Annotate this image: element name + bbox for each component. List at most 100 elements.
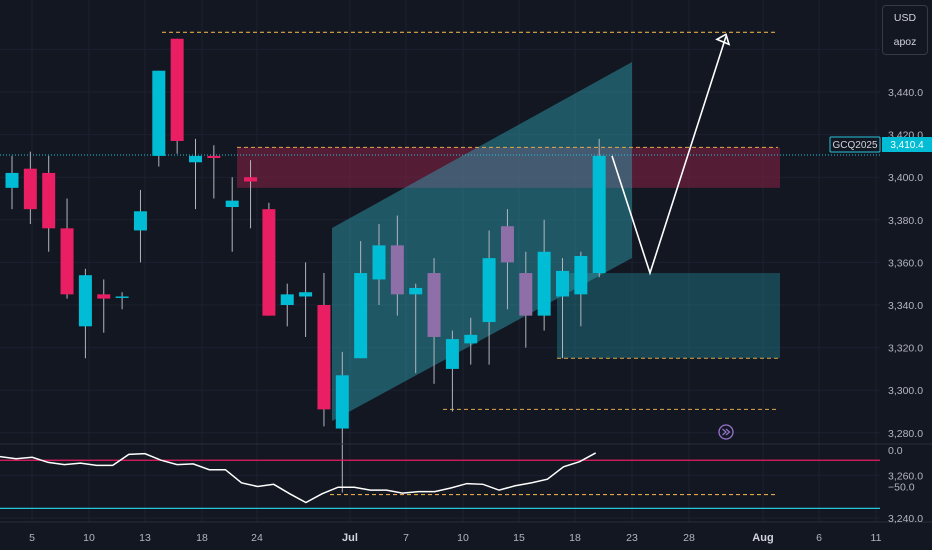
candle-body (592, 155, 606, 274)
candle-body (354, 273, 368, 359)
candle-body (97, 294, 111, 299)
y-tick-label: 3,240.0 (888, 513, 923, 525)
candle (280, 283, 294, 327)
replay-icon[interactable] (718, 424, 734, 440)
candle-body (574, 256, 588, 295)
last-price-tag: 3,410.4 (882, 137, 932, 152)
ascending-channel (332, 62, 632, 421)
candle (317, 273, 331, 427)
candle-body (5, 172, 19, 188)
candle (592, 138, 606, 278)
candle (262, 202, 276, 316)
x-tick-label: 28 (683, 532, 695, 544)
candle (445, 330, 459, 412)
zones-layer (237, 62, 780, 421)
candle (390, 215, 404, 316)
candle (78, 268, 92, 359)
y-tick-label: 3,360.0 (888, 257, 923, 269)
osc-tick-label: −50.0 (888, 482, 915, 494)
candle-body (372, 245, 386, 280)
y-tick-label: 3,340.0 (888, 300, 923, 312)
candle (207, 145, 221, 199)
candle-body (464, 334, 478, 344)
x-tick-label: 15 (513, 532, 525, 544)
oscillator-line (0, 452, 597, 504)
x-tick-label: 18 (196, 532, 208, 544)
candle-body (133, 211, 147, 231)
x-tick-label: 24 (251, 532, 263, 544)
candle-body (262, 209, 276, 316)
candle (464, 317, 478, 365)
x-tick-label: 18 (569, 532, 581, 544)
candle-body (42, 172, 56, 229)
candle-body (500, 226, 514, 263)
projection-path (611, 36, 727, 276)
projection-arrowhead (715, 33, 731, 46)
dashed-levels (162, 31, 778, 496)
candle (537, 219, 551, 331)
candle-body (170, 38, 184, 141)
candle-body (519, 273, 533, 316)
x-tick-label: 7 (403, 532, 409, 544)
candle (189, 138, 202, 210)
candle (500, 209, 514, 310)
x-tick-label: 23 (626, 532, 638, 544)
x-tick-label: Aug (752, 532, 773, 544)
candle-body (335, 375, 349, 429)
resistance-zone (237, 147, 780, 188)
candle-body (78, 275, 92, 327)
candle-body (390, 245, 404, 295)
scale-mode-label: apoz (893, 36, 917, 48)
candle-body (115, 296, 129, 298)
candle-body (409, 287, 423, 295)
x-tick-label: 11 (871, 532, 882, 544)
x-tick-label: 6 (816, 532, 822, 544)
candle (372, 224, 386, 305)
y-tick-label: 3,380.0 (888, 215, 923, 227)
candle (299, 262, 313, 337)
candle (409, 283, 423, 374)
candle (482, 230, 496, 365)
grid (0, 0, 880, 522)
candle (354, 241, 368, 359)
candle-body (299, 292, 313, 297)
candle-body (152, 70, 166, 156)
candle (152, 70, 166, 167)
y-tick-label: 3,260.0 (888, 470, 923, 482)
candle-body (189, 155, 202, 163)
y-tick-label: 3,300.0 (888, 385, 923, 397)
x-tick-label: 13 (139, 532, 151, 544)
svg-text:GCQ2025: GCQ2025 (832, 140, 877, 151)
osc-axis[interactable]: 0.0 −50.0 (888, 445, 915, 494)
y-tick-label: 3,280.0 (888, 428, 923, 440)
candle-body (207, 155, 221, 159)
candle-body (317, 305, 331, 410)
symbol-tag: GCQ2025 (829, 136, 881, 153)
candle-body (482, 258, 496, 323)
candle-body (244, 177, 258, 182)
candle (42, 155, 56, 252)
y-tick-label: 3,320.0 (888, 343, 923, 355)
candle-body (23, 168, 37, 210)
x-tick-label: Jul (342, 532, 358, 544)
candle (97, 279, 111, 333)
candle (133, 189, 147, 263)
candle (556, 258, 569, 359)
x-tick-label: 10 (83, 532, 95, 544)
candle-body (556, 270, 569, 297)
candle (335, 351, 349, 493)
candle-body (445, 339, 459, 369)
currency-selector[interactable]: USD apoz (882, 5, 928, 55)
time-axis[interactable]: 5 10 13 18 24 Jul 7 10 15 18 23 28 Aug 6 11 (29, 532, 882, 544)
candle (170, 38, 184, 154)
y-tick-label: 3,400.0 (888, 172, 923, 184)
candles (5, 38, 606, 493)
candle-body (427, 273, 441, 337)
svg-text:3,410.4: 3,410.4 (890, 140, 924, 151)
candle (23, 151, 37, 225)
osc-tick-label: 0.0 (888, 445, 903, 457)
oscillator-pane (0, 452, 880, 510)
candle-body (280, 294, 294, 305)
support-zone (557, 273, 780, 359)
